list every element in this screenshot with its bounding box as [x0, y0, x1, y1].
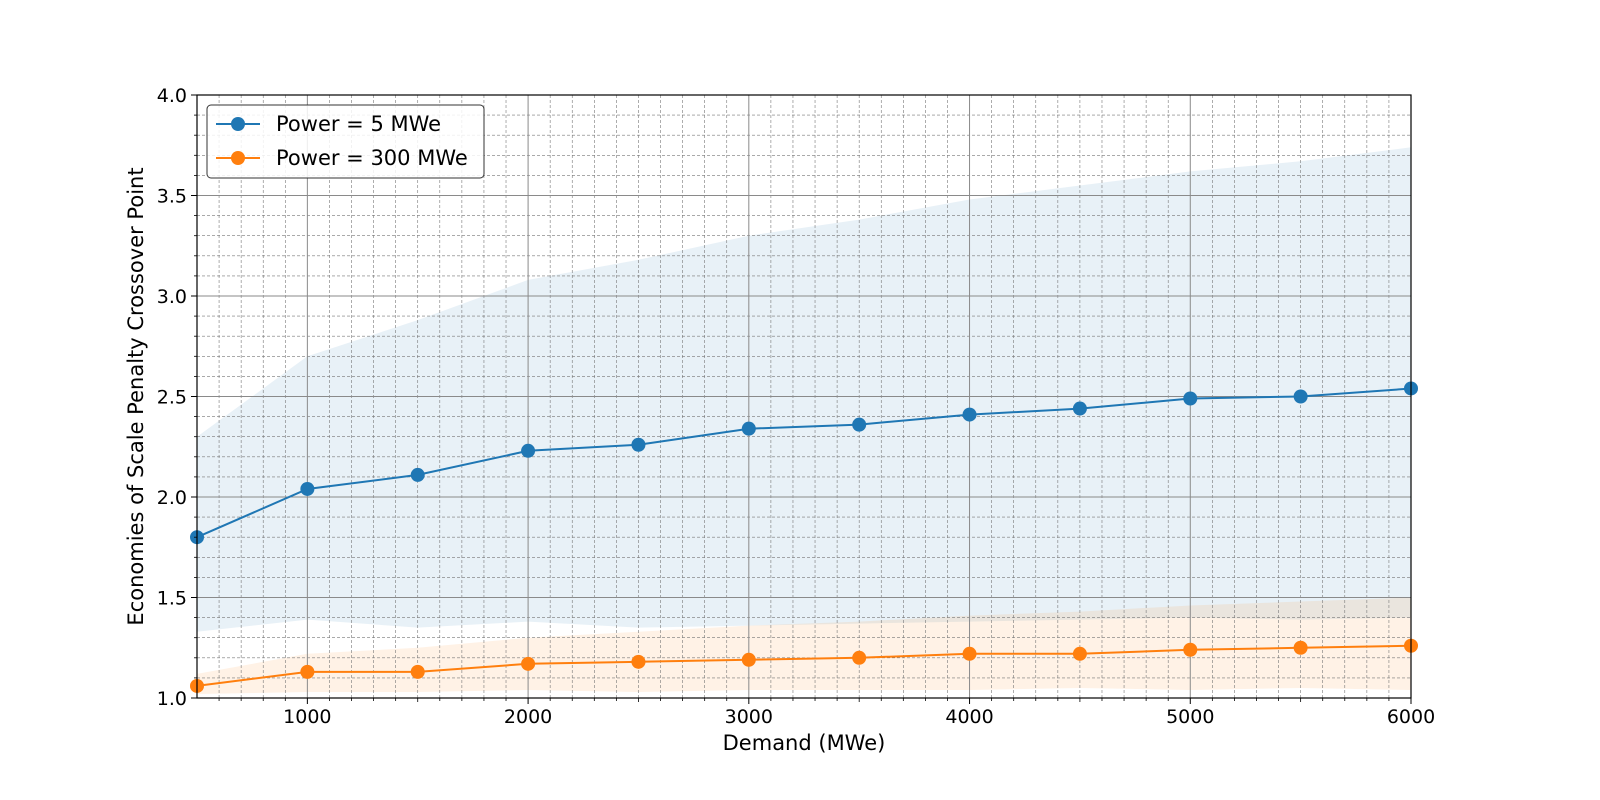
data-point — [300, 664, 315, 679]
data-point — [631, 654, 646, 669]
data-point — [410, 467, 425, 482]
legend-entry: Power = 300 MWe — [216, 146, 468, 170]
y-tick-label: 3.5 — [157, 186, 187, 208]
legend-marker — [231, 117, 245, 131]
data-point — [1293, 640, 1308, 655]
data-point — [521, 443, 536, 458]
series-line — [196, 387, 1412, 539]
data-point — [631, 437, 646, 452]
data-point — [410, 664, 425, 679]
data-point — [1293, 389, 1308, 404]
confidence-bands — [197, 147, 1411, 694]
data-point — [300, 481, 315, 496]
y-tick-label: 2.0 — [157, 487, 187, 509]
x-tick-label: 2000 — [504, 706, 552, 728]
y-tick-label: 2.5 — [157, 387, 187, 409]
y-axis-label: Economies of Scale Penalty Crossover Poi… — [124, 167, 148, 625]
data-point — [741, 652, 756, 667]
y-tick-label: 1.5 — [157, 588, 187, 610]
legend-label: Power = 300 MWe — [276, 146, 468, 170]
x-tick-label: 1000 — [283, 706, 331, 728]
data-point — [1072, 646, 1087, 661]
data-point — [1072, 401, 1087, 416]
data-point — [521, 656, 536, 671]
y-tick-label: 4.0 — [157, 85, 187, 107]
x-tick-label: 6000 — [1387, 706, 1435, 728]
legend-box — [206, 104, 485, 179]
confidence-band — [197, 147, 1411, 632]
confidence-band — [197, 597, 1411, 694]
data-point — [962, 646, 977, 661]
legend-marker — [231, 151, 245, 165]
data-point — [1183, 642, 1198, 657]
axis-ticks: 1000 2000 3000 4000 5000 6000 1.0 1.5 2.0 2.5 3.0 3… — [157, 85, 1435, 728]
series-lines — [190, 381, 1418, 693]
y-tick-label: 3.0 — [157, 286, 187, 308]
legend-entry: Power = 5 MWe — [216, 112, 441, 136]
x-tick-label: 4000 — [945, 706, 993, 728]
data-point — [741, 421, 756, 436]
x-axis-label: Demand (MWe) — [723, 731, 886, 755]
data-point — [852, 417, 867, 432]
x-tick-label: 3000 — [725, 706, 773, 728]
series-line — [196, 644, 1412, 687]
legend: Power = 5 MWe Power = 300 MWe — [206, 104, 485, 179]
data-point — [1183, 391, 1198, 406]
data-point — [962, 407, 977, 422]
legend-label: Power = 5 MWe — [276, 112, 441, 136]
x-tick-label: 5000 — [1166, 706, 1214, 728]
y-tick-label: 1.0 — [157, 688, 187, 710]
data-point — [852, 650, 867, 665]
